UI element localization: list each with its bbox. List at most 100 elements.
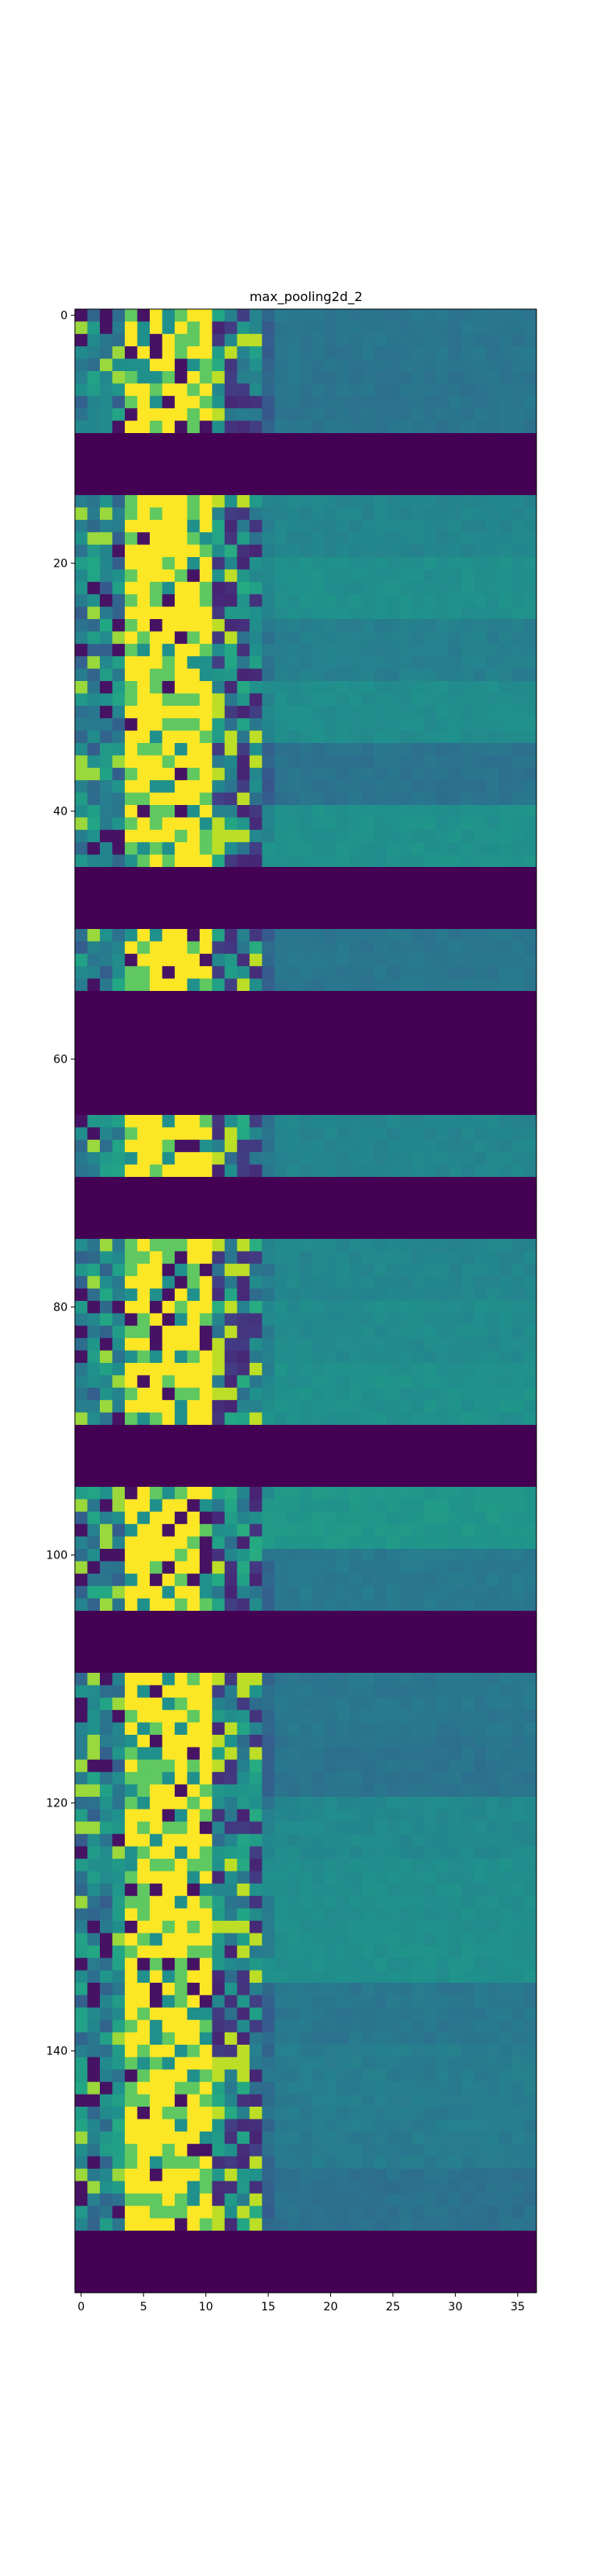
heatmap-cell	[424, 1425, 437, 1438]
heatmap-cell	[324, 581, 337, 595]
heatmap-cell	[499, 1226, 512, 1240]
heatmap-cell	[324, 321, 337, 335]
heatmap-cell	[149, 1623, 163, 1637]
heatmap-cell	[424, 1648, 437, 1662]
heatmap-cell	[75, 433, 89, 446]
heatmap-cell	[212, 1772, 226, 1785]
heatmap-cell	[524, 1524, 537, 1538]
heatmap-cell	[299, 1511, 312, 1525]
heatmap-cell	[312, 1908, 325, 1922]
heatmap-cell	[374, 321, 387, 335]
heatmap-cell	[187, 1945, 201, 1959]
heatmap-cell	[212, 1784, 226, 1798]
heatmap-cell	[412, 1152, 425, 1166]
heatmap-cell	[324, 1040, 337, 1054]
heatmap-cell	[424, 1437, 437, 1451]
heatmap-cell	[374, 420, 387, 434]
heatmap-cell	[511, 1226, 525, 1240]
heatmap-cell	[212, 1462, 226, 1476]
heatmap-cell	[324, 1313, 337, 1327]
heatmap-cell	[149, 1338, 163, 1352]
heatmap-cell	[362, 519, 375, 533]
heatmap-cell	[137, 619, 151, 632]
heatmap-cell	[162, 631, 176, 645]
heatmap-cell	[461, 1598, 475, 1612]
heatmap-cell	[362, 1970, 375, 1984]
heatmap-cell	[511, 1759, 525, 1773]
heatmap-cell	[249, 569, 263, 583]
heatmap-cell	[224, 1635, 238, 1649]
heatmap-cell	[75, 1189, 89, 1203]
heatmap-cell	[237, 792, 250, 806]
heatmap-cell	[87, 1263, 101, 1277]
heatmap-cell	[87, 829, 101, 843]
heatmap-cell	[312, 1958, 325, 1971]
heatmap-cell	[324, 1214, 337, 1228]
heatmap-cell	[162, 1152, 176, 1166]
heatmap-cell	[199, 904, 213, 918]
heatmap-cell	[249, 929, 263, 942]
heatmap-cell	[162, 978, 176, 992]
heatmap-cell	[362, 854, 375, 868]
heatmap-cell	[199, 705, 213, 719]
heatmap-cell	[349, 333, 362, 347]
heatmap-cell	[112, 1511, 126, 1525]
heatmap-cell	[437, 1772, 450, 1785]
heatmap-cell	[137, 1139, 151, 1153]
heatmap-cell	[274, 1214, 288, 1228]
heatmap-cell	[437, 1660, 450, 1674]
heatmap-cell	[499, 1673, 512, 1686]
heatmap-cell	[162, 1722, 176, 1736]
heatmap-cell	[162, 718, 176, 732]
heatmap-cell	[499, 1722, 512, 1736]
heatmap-cell	[87, 1908, 101, 1922]
heatmap-cell	[112, 445, 126, 459]
heatmap-cell	[474, 1127, 487, 1141]
heatmap-cell	[387, 1375, 400, 1389]
heatmap-cell	[87, 867, 101, 880]
heatmap-cell	[124, 1821, 139, 1835]
heatmap-cell	[437, 1102, 450, 1116]
heatmap-cell	[362, 1499, 375, 1513]
heatmap-cell	[212, 1561, 226, 1575]
heatmap-cell	[87, 1759, 101, 1773]
heatmap-cell	[511, 867, 525, 880]
heatmap-cell	[374, 1201, 387, 1215]
heatmap-cell	[474, 991, 487, 1004]
heatmap-cell	[287, 817, 300, 831]
heatmap-cell	[162, 1549, 176, 1562]
heatmap-cell	[199, 991, 213, 1004]
heatmap-cell	[362, 1152, 375, 1166]
heatmap-cell	[324, 1598, 337, 1612]
heatmap-cell	[187, 1139, 201, 1153]
heatmap-cell	[174, 1524, 188, 1538]
heatmap-cell	[437, 1648, 450, 1662]
heatmap-cell	[124, 1152, 139, 1166]
heatmap-cell	[274, 631, 288, 645]
heatmap-cell	[299, 495, 312, 508]
heatmap-cell	[137, 408, 151, 422]
heatmap-cell	[399, 1375, 412, 1389]
heatmap-cell	[312, 569, 325, 583]
heatmap-cell	[349, 1437, 362, 1451]
heatmap-cell	[137, 1102, 151, 1116]
heatmap-cell	[337, 1177, 350, 1190]
heatmap-cell	[337, 507, 350, 521]
heatmap-cell	[524, 408, 537, 422]
heatmap-cell	[461, 1474, 475, 1488]
heatmap-cell	[299, 718, 312, 732]
heatmap-cell	[287, 780, 300, 794]
heatmap-cell	[87, 1152, 101, 1166]
heatmap-cell	[387, 532, 400, 546]
heatmap-cell	[149, 433, 163, 446]
heatmap-cell	[524, 1189, 537, 1203]
heatmap-cell	[99, 792, 114, 806]
heatmap-cell	[362, 805, 375, 818]
heatmap-cell	[212, 1288, 226, 1302]
heatmap-cell	[424, 1077, 437, 1091]
heatmap-cell	[461, 730, 475, 744]
heatmap-cell	[187, 1921, 201, 1934]
heatmap-cell	[486, 817, 500, 831]
heatmap-cell	[474, 1536, 487, 1550]
